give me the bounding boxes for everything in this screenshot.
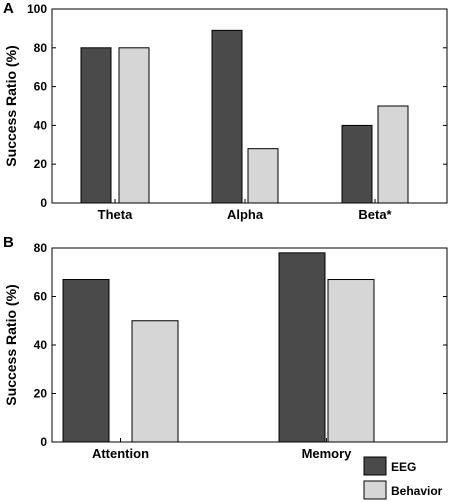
bars-a [80, 29, 409, 204]
bars-b [62, 252, 375, 443]
x-category-label-attention: Attention [92, 446, 149, 461]
y-tick-label-a: 80 [34, 41, 48, 55]
bar-eeg-alpha [211, 29, 243, 204]
legend-swatch-behavior [363, 480, 387, 500]
x-categories-a: Theta Alpha Beta* [98, 199, 393, 222]
x-category-label-alpha: Alpha [227, 207, 264, 222]
bar-eeg-theta [80, 47, 112, 204]
y-tick-label-a: 100 [27, 2, 47, 16]
panel-letter-a: A [3, 0, 14, 17]
y-tick-label-a: 20 [34, 157, 48, 171]
y-axis-title-a: Success Ratio (%) [3, 45, 19, 166]
bar-eeg-beta [341, 124, 373, 204]
legend-label-eeg: EEG [391, 460, 416, 474]
y-tick-label-b: 0 [40, 435, 47, 449]
panel-a: A 0 20 40 60 80 100 Theta Alpha Beta* Success R… [3, 0, 448, 222]
panel-b: B 0 20 40 60 80 Attention Memory Success Rati… [3, 234, 448, 461]
legend-swatch-eeg [363, 456, 387, 476]
y-tick-label-a: 0 [40, 196, 47, 210]
y-tick-label-a: 40 [34, 118, 48, 132]
y-tick-label-b: 20 [34, 387, 48, 401]
legend-label-behavior: Behavior [391, 484, 443, 498]
bar-behavior-beta [377, 105, 409, 204]
x-categories-b: Attention Memory [92, 438, 352, 461]
bar-eeg-attention [62, 279, 110, 443]
y-ticks-a: 0 20 40 60 80 100 [27, 2, 447, 210]
plot-area-b [51, 247, 448, 443]
x-category-label-memory: Memory [302, 446, 353, 461]
bar-behavior-theta [118, 47, 150, 204]
x-category-label-beta: Beta* [358, 207, 392, 222]
bar-behavior-memory [327, 279, 375, 443]
y-tick-label-b: 40 [34, 338, 48, 352]
bar-behavior-alpha [247, 148, 279, 204]
y-ticks-b: 0 20 40 60 80 [34, 241, 447, 449]
legend: EEG Behavior [363, 456, 443, 500]
y-axis-title-b: Success Ratio (%) [3, 284, 19, 405]
x-category-label-theta: Theta [98, 207, 133, 222]
bar-behavior-attention [131, 320, 179, 443]
y-tick-label-b: 60 [34, 290, 48, 304]
y-tick-label-b: 80 [34, 241, 48, 255]
y-tick-label-a: 60 [34, 80, 48, 94]
bar-eeg-memory [278, 252, 326, 443]
panel-letter-b: B [3, 234, 14, 251]
